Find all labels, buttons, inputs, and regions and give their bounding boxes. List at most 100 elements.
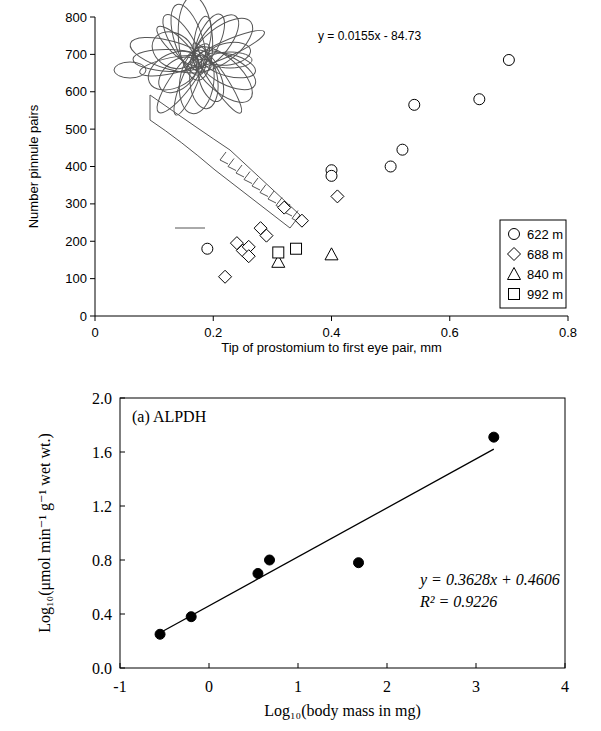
inset-stroke bbox=[260, 185, 268, 197]
figure: 00.20.40.60.80100200300400500600700800Ti… bbox=[0, 0, 601, 731]
y-tick bbox=[120, 668, 125, 669]
legend-label: 622 m bbox=[527, 227, 563, 242]
annotation: y = 0.3628x + 0.4606 bbox=[418, 571, 560, 589]
data-point bbox=[242, 250, 255, 263]
y-tick-label: 400 bbox=[65, 159, 87, 174]
y-tick-label: 1.2 bbox=[92, 498, 112, 515]
data-point bbox=[331, 190, 344, 203]
data-point bbox=[273, 247, 284, 258]
inset-stroke bbox=[189, 10, 231, 68]
legend-label: 840 m bbox=[527, 267, 563, 282]
inset-stroke bbox=[182, 9, 261, 81]
data-point bbox=[325, 248, 338, 260]
x-tick-label: 0.4 bbox=[322, 325, 340, 340]
x-tick bbox=[449, 316, 450, 321]
y-tick bbox=[90, 54, 95, 55]
data-point bbox=[489, 432, 499, 442]
y-tick-label: 0.0 bbox=[92, 660, 112, 677]
y-tick bbox=[90, 91, 95, 92]
inset-stroke bbox=[228, 159, 236, 171]
x-tick bbox=[213, 316, 214, 321]
y-tick-label: 200 bbox=[65, 234, 87, 249]
legend-marker bbox=[509, 289, 520, 300]
inset-stroke bbox=[150, 95, 300, 228]
legend-marker bbox=[508, 248, 521, 261]
data-point bbox=[474, 94, 485, 105]
x-tick-label: 1 bbox=[294, 678, 302, 695]
y-tick-label: 2.0 bbox=[92, 390, 112, 407]
x-tick bbox=[331, 316, 332, 321]
plot-marks bbox=[155, 432, 499, 639]
x-tick bbox=[476, 663, 477, 668]
x-axis-title: Log₁₀(body mass in mg) bbox=[264, 702, 420, 720]
chart-title: (a) ALPDH bbox=[132, 408, 207, 426]
data-point bbox=[326, 170, 337, 181]
y-tick bbox=[90, 129, 95, 130]
inset-stroke bbox=[152, 21, 202, 70]
x-tick bbox=[568, 316, 569, 321]
data-point bbox=[260, 229, 273, 242]
y-tick-label: 700 bbox=[65, 47, 87, 62]
x-tick bbox=[298, 663, 299, 668]
chart-panel: 00.20.40.60.80100200300400500600700800Ti… bbox=[26, 0, 577, 355]
inset-scale-bar bbox=[175, 228, 205, 229]
x-tick bbox=[387, 663, 388, 668]
data-point bbox=[291, 243, 302, 254]
y-tick bbox=[90, 316, 95, 317]
inset-stroke bbox=[244, 172, 252, 184]
x-tick-label: 4 bbox=[561, 678, 569, 695]
x-tick bbox=[209, 663, 210, 668]
legend-label: 992 m bbox=[527, 287, 563, 302]
inset-stroke bbox=[184, 25, 267, 74]
data-point bbox=[219, 270, 232, 283]
y-tick bbox=[120, 398, 125, 399]
y-tick-label: 800 bbox=[65, 10, 87, 25]
y-axis-title: Log₁₀(μmol min⁻¹ g⁻¹ wet wt.) bbox=[36, 433, 54, 633]
y-tick-label: 1.6 bbox=[92, 444, 112, 461]
data-point bbox=[278, 201, 291, 214]
y-tick bbox=[90, 241, 95, 242]
chart-panel: -1012340.00.40.81.21.62.0Log₁₀(body mass… bbox=[36, 390, 569, 720]
y-tick bbox=[120, 452, 125, 453]
y-tick-label: 0 bbox=[80, 309, 87, 324]
y-tick-label: 300 bbox=[65, 196, 87, 211]
inset-stroke bbox=[176, 0, 216, 81]
data-point bbox=[385, 161, 396, 172]
inset-stroke bbox=[185, 8, 246, 76]
legend-marker bbox=[509, 229, 520, 240]
data-point bbox=[354, 558, 364, 568]
y-tick-label: 0.8 bbox=[92, 552, 112, 569]
data-point bbox=[295, 214, 308, 227]
annotation: y = 0.0155x - 84.73 bbox=[318, 29, 421, 43]
x-tick bbox=[565, 663, 566, 668]
x-tick-label: 2 bbox=[383, 678, 391, 695]
y-axis-title: Number pinnule pairs bbox=[26, 104, 41, 228]
x-axis-title: Tip of prostomium to first eye pair, mm bbox=[221, 340, 442, 355]
legend: 622 m 688 m 840 m 992 m bbox=[500, 220, 566, 308]
inset-stroke bbox=[236, 165, 244, 177]
data-point bbox=[397, 144, 408, 155]
annotation: R² = 0.9226 bbox=[419, 593, 497, 610]
legend-label: 688 m bbox=[527, 247, 563, 262]
y-tick bbox=[120, 506, 125, 507]
data-point bbox=[202, 243, 213, 254]
y-tick-label: 0.4 bbox=[92, 606, 112, 623]
y-tick bbox=[90, 17, 95, 18]
x-tick-label: 0 bbox=[91, 325, 98, 340]
x-tick-label: -1 bbox=[113, 678, 126, 695]
y-tick bbox=[120, 560, 125, 561]
x-tick-label: 0.2 bbox=[204, 325, 222, 340]
y-tick-label: 100 bbox=[65, 271, 87, 286]
inset-stroke bbox=[114, 62, 146, 78]
inset-stroke bbox=[156, 9, 209, 75]
x-tick bbox=[120, 663, 121, 668]
y-tick bbox=[90, 166, 95, 167]
x-tick-label: 0 bbox=[205, 678, 213, 695]
inset-stroke bbox=[252, 178, 260, 190]
inset-illustration bbox=[114, 0, 300, 228]
data-point bbox=[265, 555, 275, 565]
x-tick-label: 0.6 bbox=[441, 325, 459, 340]
y-tick-label: 500 bbox=[65, 122, 87, 137]
legend-box bbox=[500, 220, 566, 308]
data-point bbox=[503, 54, 514, 65]
